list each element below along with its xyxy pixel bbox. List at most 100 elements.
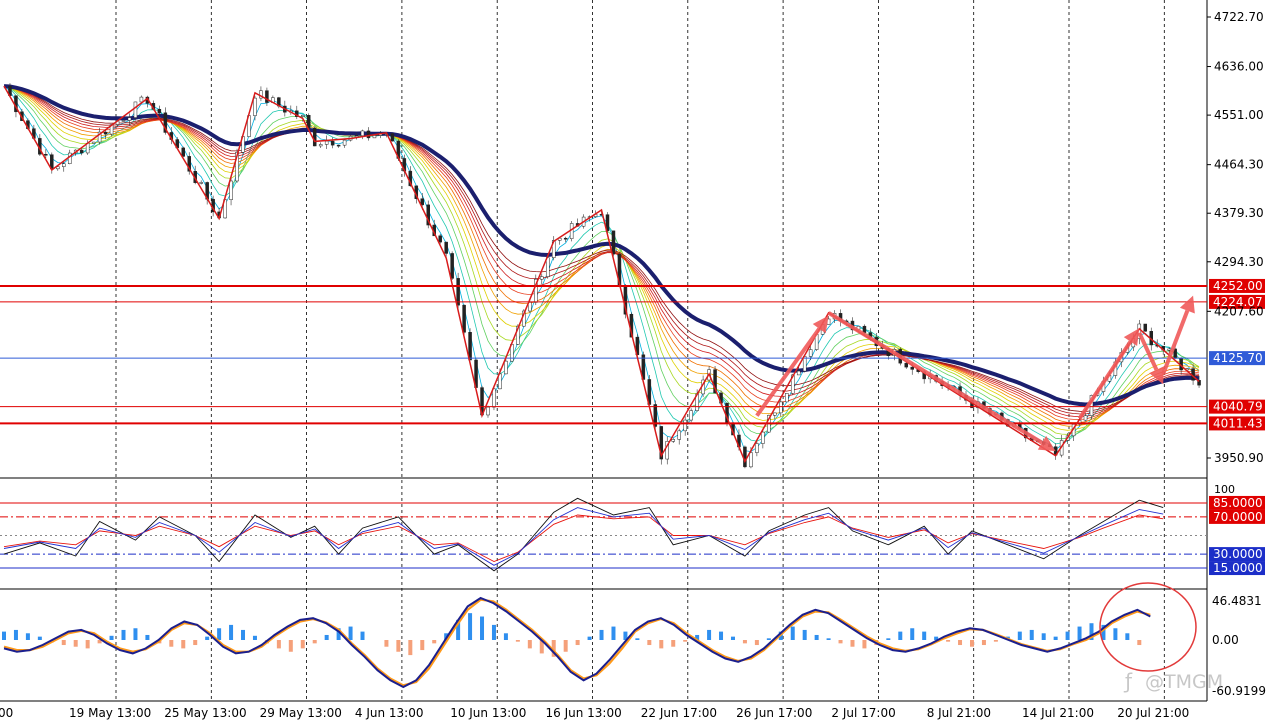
candle-body: [235, 151, 239, 182]
candle-body: [551, 240, 556, 258]
stoch-level-box: [1209, 509, 1265, 524]
arrow-head: [1179, 295, 1195, 314]
macd-histogram-bar: [25, 633, 30, 640]
macd-histogram-bar: [623, 631, 628, 640]
macd-histogram-bar: [1029, 629, 1034, 640]
candle-body: [504, 360, 508, 375]
candle-body: [456, 278, 460, 306]
ribbon-line: [3, 85, 1200, 418]
macd-histogram-bar: [958, 640, 963, 646]
macd-histogram-bar: [551, 640, 556, 657]
candle-body: [312, 127, 317, 147]
macd-histogram-bar: [169, 640, 174, 647]
level-label: 4224.07: [1213, 295, 1263, 309]
candle-body: [366, 130, 371, 139]
macd-histogram-bar: [1089, 623, 1094, 640]
macd-histogram-bar: [2, 631, 6, 640]
macd-histogram-bar: [384, 640, 389, 647]
macd-histogram-bar: [193, 640, 198, 646]
candle-body: [689, 410, 693, 421]
ribbon-line: [3, 85, 1200, 431]
level-label-box: [1209, 399, 1265, 414]
horizontal-levels: 4252.00 4224.07 4125.70 4040.79 4011.43: [0, 278, 1265, 431]
macd-histogram-bar: [348, 626, 353, 640]
candle-body: [354, 135, 359, 137]
macd-histogram-bar: [766, 638, 771, 640]
candle-body: [492, 388, 496, 408]
x-tick-label: 26 Jun 17:00: [736, 706, 812, 720]
stoch-level-box: [1209, 561, 1265, 576]
level-label-box: [1209, 294, 1265, 309]
arrow-head: [1037, 435, 1056, 452]
candle-body: [56, 166, 60, 170]
candle-body: [540, 276, 544, 280]
y-tick-label: 4636.00: [1214, 60, 1264, 74]
macd-tick-label: 46.4831: [1212, 594, 1262, 608]
candle-body: [336, 144, 341, 147]
candle-body: [157, 108, 162, 114]
macd-histogram-bar: [563, 640, 568, 652]
macd-histogram-bar: [898, 631, 903, 640]
ribbon-line: [3, 85, 1200, 435]
macd-histogram-bar: [1053, 636, 1058, 640]
candle-body: [1197, 380, 1201, 386]
candle-body: [265, 90, 269, 103]
ribbon-line: [3, 85, 1200, 413]
watermark-text: @TMGM: [1145, 671, 1223, 693]
macd-histogram-bar: [599, 629, 604, 640]
tmgm-watermark: ƒ @TMGM: [1123, 669, 1223, 693]
macd-histogram-bar: [408, 640, 413, 656]
macd-histogram-bar: [456, 619, 461, 640]
x-tick-label-clipped: 00: [0, 706, 13, 720]
stochastic-panel: [0, 481, 1207, 588]
candle-body: [67, 152, 72, 164]
arrow-shaft: [1077, 340, 1133, 420]
candle-body: [462, 304, 466, 333]
macd-histogram-bar: [838, 640, 843, 644]
x-tick-label: 29 May 13:00: [260, 706, 342, 720]
y-tick-label: 4207.60: [1214, 304, 1264, 318]
macd-histogram-bar: [611, 626, 616, 640]
ribbon-line: [3, 85, 1200, 415]
candle-body: [665, 441, 670, 460]
ribbon-line: [3, 85, 1200, 440]
x-tick-label: 10 Jun 13:00: [450, 706, 526, 720]
macd-histogram-bar: [802, 629, 807, 640]
macd-histogram-bar: [695, 634, 700, 640]
candle-body: [1143, 323, 1148, 332]
candle-body: [199, 182, 203, 184]
macd-histogram-bar: [981, 640, 986, 646]
candle-body: [342, 139, 347, 146]
macd-histogram-bar: [671, 640, 676, 647]
candle-body: [659, 426, 664, 460]
arrow-head: [1123, 328, 1140, 346]
candle-body: [749, 452, 753, 468]
macd-histogram-bar: [396, 640, 401, 652]
candle-body: [181, 147, 186, 157]
macd-histogram-bar: [121, 629, 126, 640]
macd-histogram-bar: [229, 624, 234, 640]
arrow-head: [812, 315, 829, 334]
candle-body: [103, 131, 108, 135]
candle-body: [653, 404, 658, 427]
arrow-shaft: [827, 311, 1044, 445]
candle-body: [450, 253, 454, 279]
highlight-circle: [1099, 582, 1197, 672]
ribbon-line: [3, 85, 1200, 453]
candle-body: [306, 115, 311, 129]
candle-body: [253, 97, 257, 116]
x-tick-label: 4 Jun 13:00: [355, 706, 424, 720]
y-tick-label: 4379.30: [1214, 206, 1264, 220]
y-tick-label: 4722.70: [1214, 10, 1264, 24]
candle-body: [318, 144, 323, 147]
macd-histogram-bar: [468, 613, 473, 640]
macd-histogram-bar: [659, 640, 664, 649]
candle-body: [563, 237, 568, 240]
macd-histogram-bar: [312, 640, 317, 644]
macd-histogram-bar: [205, 636, 210, 640]
macd-main-line: [3, 596, 1151, 689]
macd-histogram-bar: [133, 628, 138, 640]
candle-body: [444, 241, 448, 254]
x-tick-label: 14 Jul 21:00: [1022, 706, 1094, 720]
